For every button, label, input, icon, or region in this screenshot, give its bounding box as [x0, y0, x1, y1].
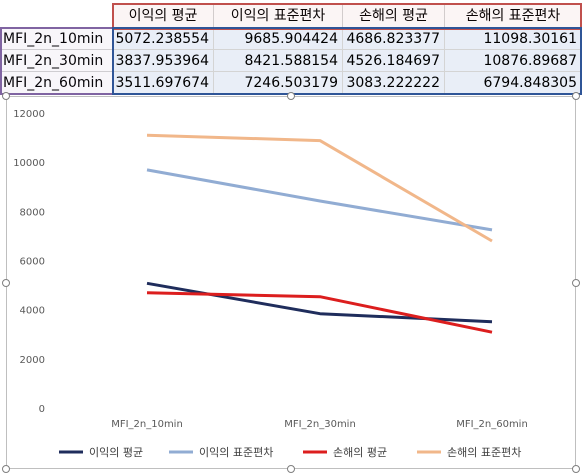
- value-cell[interactable]: 9685.904424: [214, 28, 343, 50]
- resize-handle-bottom-right[interactable]: [572, 465, 580, 473]
- header-cell[interactable]: 손해의 표준편차: [445, 4, 582, 28]
- value-cell[interactable]: 5072.238554: [113, 28, 214, 50]
- y-tick-label: 8000: [20, 207, 45, 218]
- value-cell[interactable]: 4686.823377: [343, 28, 445, 50]
- value-cell[interactable]: 8421.588154: [214, 50, 343, 72]
- x-tick-label: MFI_2n_60min: [456, 419, 528, 430]
- resize-handle-top-center[interactable]: [287, 92, 295, 100]
- empty-corner-cell[interactable]: [0, 4, 113, 28]
- resize-handle-top-left[interactable]: [2, 92, 10, 100]
- row-label-cell[interactable]: MFI_2n_60min: [0, 72, 113, 94]
- legend-label: 이익의 평균: [89, 446, 143, 459]
- series-line: [146, 281, 493, 324]
- row-label-cell[interactable]: MFI_2n_30min: [0, 50, 113, 72]
- x-tick-label: MFI_2n_30min: [284, 419, 356, 430]
- x-tick-label: MFI_2n_10min: [111, 419, 183, 430]
- resize-handle-middle-right[interactable]: [572, 279, 580, 287]
- resize-handle-top-right[interactable]: [572, 92, 580, 100]
- legend-label: 손해의 평균: [333, 445, 387, 459]
- series-line: [146, 168, 493, 232]
- value-cell[interactable]: 7246.503179: [214, 72, 343, 94]
- chart-canvas: 0 2000 4000 6000 8000 10000 12000 MFI_2n_10min M…: [13, 109, 528, 459]
- value-cell[interactable]: 3511.697674: [113, 72, 214, 94]
- category-range: [0, 27, 114, 95]
- series-line: [146, 133, 493, 243]
- series-line: [146, 291, 493, 334]
- series-name-range: [112, 3, 582, 30]
- value-cell[interactable]: 10876.89687: [445, 50, 582, 72]
- y-tick-label: 6000: [20, 257, 45, 268]
- spreadsheet-grid: 이익의 평균 이익의 표준편차 손해의 평균 손해의 표준편차 MFI_2n_1…: [0, 0, 582, 96]
- resize-handle-bottom-left[interactable]: [2, 465, 10, 473]
- header-cell[interactable]: 이익의 평균: [113, 4, 214, 28]
- value-cell[interactable]: 3083.222222: [343, 72, 445, 94]
- legend-label: 손해의 표준편차: [447, 445, 521, 459]
- value-cell[interactable]: 11098.30161: [445, 28, 582, 50]
- resize-handle-middle-left[interactable]: [2, 279, 10, 287]
- resize-handle-bottom-center[interactable]: [287, 465, 295, 473]
- y-tick-label: 4000: [20, 306, 45, 317]
- y-tick-label: 0: [39, 404, 45, 415]
- values-range: [112, 27, 582, 95]
- value-cell[interactable]: 6794.848305: [445, 72, 582, 94]
- y-tick-label: 12000: [13, 109, 45, 120]
- line-chart[interactable]: 0 2000 4000 6000 8000 10000 12000 MFI_2n_10min M…: [6, 96, 576, 469]
- value-cell[interactable]: 4526.184697: [343, 50, 445, 72]
- y-tick-label: 2000: [20, 355, 45, 366]
- row-label-cell[interactable]: MFI_2n_10min: [0, 28, 113, 50]
- legend-label: 이익의 표준편차: [199, 446, 273, 459]
- value-cell[interactable]: 3837.953964: [113, 50, 214, 72]
- y-tick-label: 10000: [13, 158, 45, 169]
- header-cell[interactable]: 손해의 평균: [343, 4, 445, 28]
